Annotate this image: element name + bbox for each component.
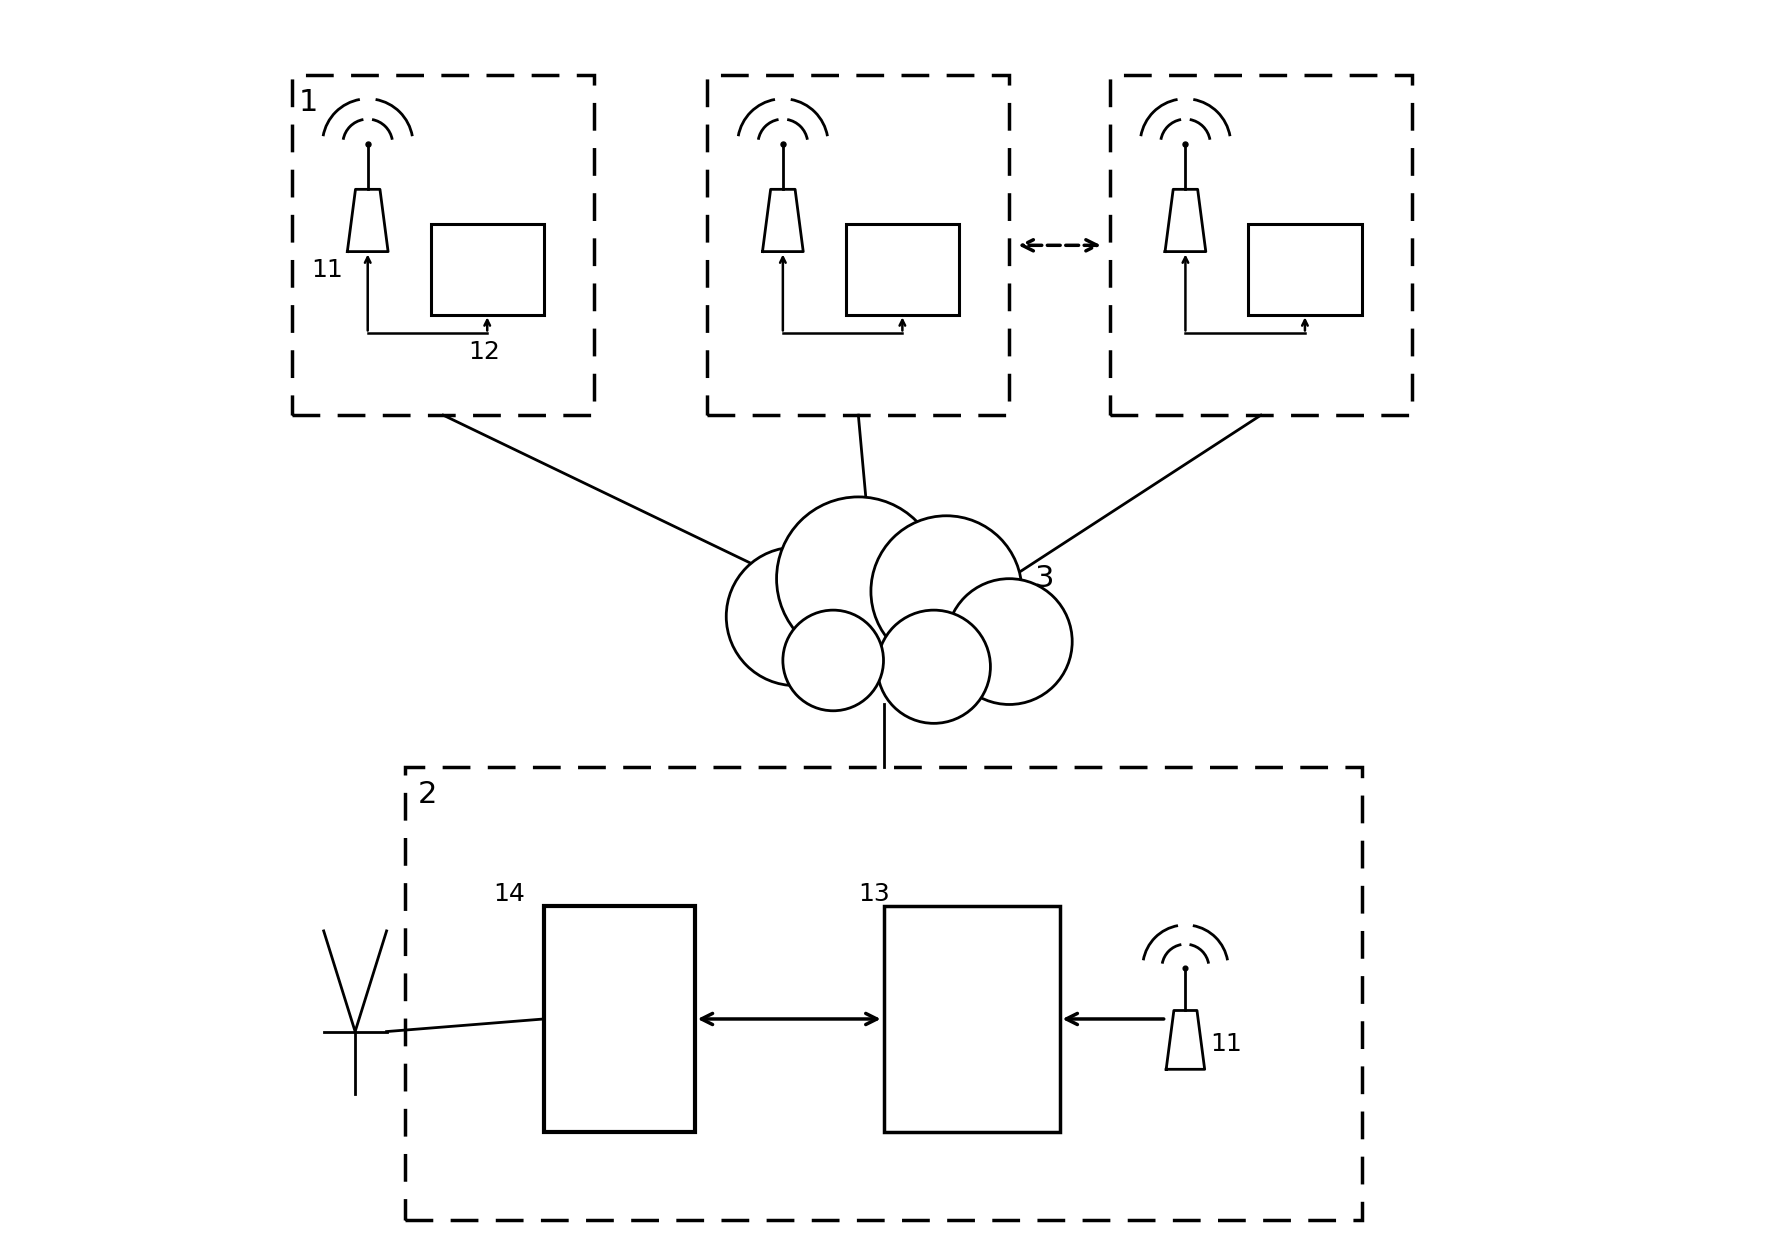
Text: 11: 11 (311, 258, 343, 283)
Circle shape (871, 516, 1021, 667)
Text: 1: 1 (299, 88, 318, 117)
FancyBboxPatch shape (1248, 224, 1362, 314)
Text: 3: 3 (1034, 564, 1053, 594)
Text: 11: 11 (1210, 1032, 1242, 1057)
Text: 13: 13 (859, 882, 891, 906)
FancyBboxPatch shape (544, 906, 694, 1132)
FancyBboxPatch shape (431, 224, 544, 314)
Text: 12: 12 (468, 340, 500, 364)
Circle shape (726, 547, 864, 686)
Circle shape (776, 497, 940, 660)
Text: 2: 2 (419, 780, 438, 809)
Circle shape (783, 610, 884, 711)
Text: 14: 14 (493, 882, 525, 906)
FancyBboxPatch shape (846, 224, 959, 314)
Circle shape (876, 610, 991, 723)
FancyBboxPatch shape (884, 906, 1060, 1132)
Circle shape (947, 579, 1073, 704)
